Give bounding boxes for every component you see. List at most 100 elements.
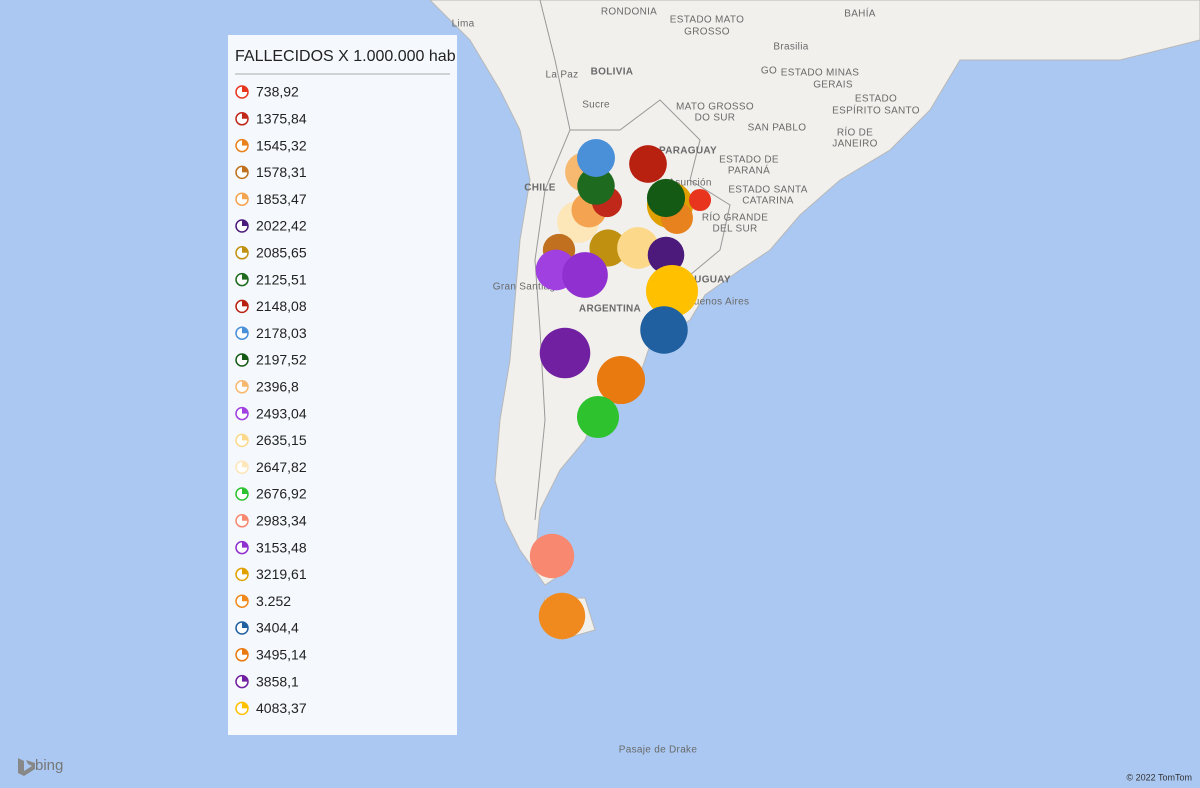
legend-swatch xyxy=(242,568,248,575)
legend-label: 2647,82 xyxy=(256,459,307,475)
legend-label: 2635,15 xyxy=(256,432,307,448)
legend-label: 1578,31 xyxy=(256,164,307,180)
map-label: BAHÍA xyxy=(844,7,876,20)
legend-swatch xyxy=(242,166,248,173)
map-label: ESTADO xyxy=(855,94,897,105)
legend-label: 2022,42 xyxy=(256,218,307,234)
legend-swatch xyxy=(242,327,248,334)
legend-swatch xyxy=(242,514,248,521)
legend-panel xyxy=(228,35,457,735)
legend-label: 3153,48 xyxy=(256,539,307,555)
legend-label: 3219,61 xyxy=(256,566,307,582)
legend-swatch xyxy=(242,702,248,709)
legend-swatch xyxy=(242,675,248,682)
legend-swatch xyxy=(242,246,248,253)
legend-swatch xyxy=(242,112,248,119)
map-label: DEL SUR xyxy=(712,224,757,235)
map-label: Brasilia xyxy=(773,42,808,53)
map-label: Lima xyxy=(452,19,475,30)
legend-swatch xyxy=(242,461,248,468)
copyright: © 2022 TomTom xyxy=(1127,772,1193,782)
legend-label: 2493,04 xyxy=(256,405,307,421)
legend-swatch xyxy=(242,380,248,387)
map-label: ESTADO DE xyxy=(719,155,779,166)
map-label: ESTADO MATO xyxy=(670,15,744,26)
map-label: BOLIVIA xyxy=(591,67,634,78)
bubble xyxy=(538,592,586,640)
legend-label: 1545,32 xyxy=(256,137,307,153)
bubble xyxy=(646,265,698,317)
bubble xyxy=(688,188,712,212)
bubble xyxy=(562,252,608,298)
logo-icon xyxy=(18,758,35,776)
legend-label: 2178,03 xyxy=(256,325,307,341)
map-label: ESTADO SANTA xyxy=(728,185,807,196)
legend-label: 2396,8 xyxy=(256,379,299,395)
map-label: PARANÁ xyxy=(728,164,770,177)
legend-swatch xyxy=(242,354,248,360)
map-label: CATARINA xyxy=(742,196,794,207)
borders xyxy=(534,0,731,521)
legend-label: 738,92 xyxy=(256,84,299,100)
legend-label: 3495,14 xyxy=(256,647,307,663)
legend-swatch xyxy=(242,488,248,494)
legend-label: 2676,92 xyxy=(256,486,307,502)
map-label: SAN PABLO xyxy=(748,123,807,134)
legend-swatch xyxy=(242,541,248,548)
legend-swatch xyxy=(242,193,248,200)
legend-title: FALLECIDOS X 1.000.000 hab xyxy=(235,48,456,65)
logo: bing xyxy=(35,757,63,774)
map-label: MATO GROSSO xyxy=(676,102,754,113)
map-label: La Paz xyxy=(546,70,579,81)
map-label: RONDONIA xyxy=(601,7,657,18)
map-label: Pasaje de Drake xyxy=(619,745,698,756)
bubble xyxy=(577,167,615,205)
legend-swatch xyxy=(242,220,248,226)
legend-swatch xyxy=(242,434,248,441)
map-label: ESPÍRITO SANTO xyxy=(832,104,920,117)
map-label: Asunción xyxy=(668,178,712,189)
map-label: URUGUAY xyxy=(679,275,731,286)
legend-swatch xyxy=(242,273,248,280)
legend-label: 3.252 xyxy=(256,593,291,609)
bubble xyxy=(647,236,685,274)
legend-swatch xyxy=(242,139,248,146)
bubble xyxy=(629,145,667,183)
map-label: GROSSO xyxy=(684,27,730,38)
legend-label: 1853,47 xyxy=(256,191,307,207)
bubble xyxy=(577,139,615,177)
legend-label: 2983,34 xyxy=(256,513,307,529)
legend-swatch xyxy=(242,648,248,655)
map-label: Sucre xyxy=(582,100,610,111)
map-label: Gran Santiago xyxy=(493,282,562,293)
map-label: DO SUR xyxy=(695,113,736,124)
legend-label: 2197,52 xyxy=(256,352,307,368)
map-label: ARGENTINA xyxy=(579,304,641,315)
map-label: GERAIS xyxy=(813,80,853,91)
legend-label: 2085,65 xyxy=(256,245,307,261)
legend-label: 4083,37 xyxy=(256,700,307,716)
legend-label: 2148,08 xyxy=(256,298,307,314)
legend-label: 1375,84 xyxy=(256,111,307,127)
map-label: JANEIRO xyxy=(832,139,877,150)
map-label: PARAGUAY xyxy=(659,146,717,157)
bubble xyxy=(529,533,575,579)
legend-swatch xyxy=(242,595,248,602)
bubble xyxy=(539,327,591,379)
bubble xyxy=(596,355,646,405)
legend-swatch xyxy=(242,300,248,307)
land xyxy=(429,0,1200,586)
legend-label: 3404,4 xyxy=(256,620,299,636)
map-label: RÍO GRANDE xyxy=(702,211,768,224)
legend-swatch xyxy=(242,622,248,628)
bubble xyxy=(646,178,686,218)
map-label: RÍO DE xyxy=(837,126,873,139)
legend-label: 2125,51 xyxy=(256,271,307,287)
legend-swatch xyxy=(242,407,248,414)
map-label: Buenos Aires xyxy=(687,297,750,308)
map-label: CHILE xyxy=(524,183,556,194)
legend-label: 3858,1 xyxy=(256,673,299,689)
map-label: GO xyxy=(761,66,777,77)
bubble xyxy=(640,306,688,354)
